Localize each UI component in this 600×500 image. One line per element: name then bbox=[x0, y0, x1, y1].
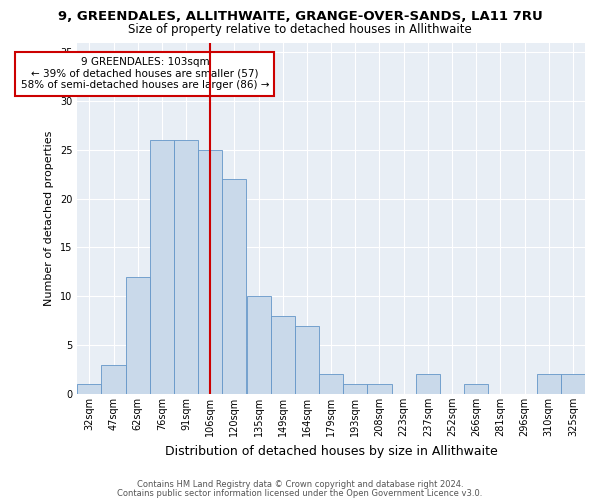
Bar bbox=[198, 150, 223, 394]
Bar bbox=[319, 374, 343, 394]
Bar bbox=[464, 384, 488, 394]
Y-axis label: Number of detached properties: Number of detached properties bbox=[44, 130, 55, 306]
Bar bbox=[247, 296, 271, 394]
Bar bbox=[367, 384, 392, 394]
Text: 9 GREENDALES: 103sqm
← 39% of detached houses are smaller (57)
58% of semi-detac: 9 GREENDALES: 103sqm ← 39% of detached h… bbox=[20, 57, 269, 90]
Bar bbox=[271, 316, 295, 394]
Text: Contains HM Land Registry data © Crown copyright and database right 2024.: Contains HM Land Registry data © Crown c… bbox=[137, 480, 463, 489]
Bar bbox=[150, 140, 174, 394]
X-axis label: Distribution of detached houses by size in Allithwaite: Distribution of detached houses by size … bbox=[165, 444, 497, 458]
Bar bbox=[223, 179, 247, 394]
Bar bbox=[101, 364, 125, 394]
Bar bbox=[416, 374, 440, 394]
Bar bbox=[125, 277, 150, 394]
Bar bbox=[561, 374, 585, 394]
Bar bbox=[295, 326, 319, 394]
Text: Contains public sector information licensed under the Open Government Licence v3: Contains public sector information licen… bbox=[118, 488, 482, 498]
Bar bbox=[536, 374, 561, 394]
Text: 9, GREENDALES, ALLITHWAITE, GRANGE-OVER-SANDS, LA11 7RU: 9, GREENDALES, ALLITHWAITE, GRANGE-OVER-… bbox=[58, 10, 542, 23]
Bar bbox=[77, 384, 101, 394]
Text: Size of property relative to detached houses in Allithwaite: Size of property relative to detached ho… bbox=[128, 22, 472, 36]
Bar bbox=[174, 140, 198, 394]
Bar bbox=[343, 384, 367, 394]
